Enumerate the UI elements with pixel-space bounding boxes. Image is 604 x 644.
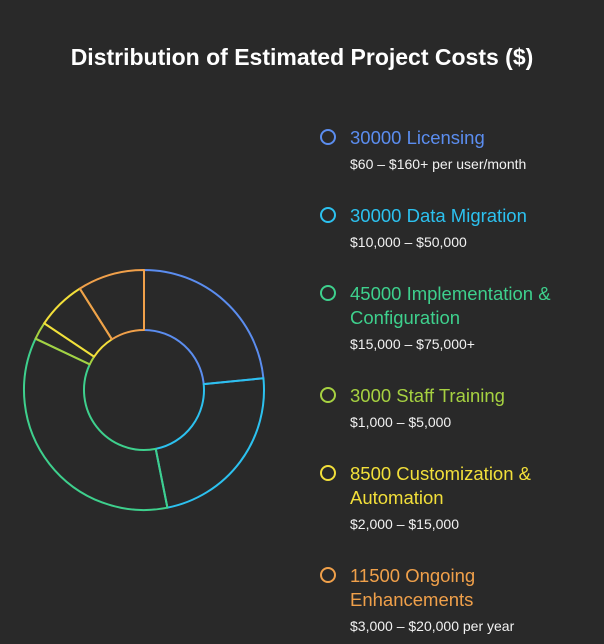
donut-slice-implementation-configuration (23, 337, 169, 511)
legend-label: 3000 Staff Training (350, 385, 505, 406)
legend-circle-icon (320, 285, 336, 301)
legend-circle-icon (320, 387, 336, 403)
legend-description: $15,000 – $75,000+ (350, 336, 475, 352)
donut-slice-ongoing-enhancements (78, 269, 145, 341)
donut-slice-staff-training (34, 322, 96, 366)
donut-slice-licensing (143, 269, 265, 386)
legend-circle-icon (320, 207, 336, 223)
legend-label: 45000 Implementation & Configuration (350, 283, 551, 328)
legend-label: 11500 Ongoing Enhancements (350, 565, 476, 610)
donut-slice-data-migration (154, 377, 265, 509)
legend-description: $3,000 – $20,000 per year (350, 618, 515, 634)
legend-description: $60 – $160+ per user/month (350, 156, 527, 172)
legend-description: $1,000 – $5,000 (350, 414, 452, 430)
legend-label: 30000 Licensing (350, 127, 485, 148)
legend-circle-icon (320, 465, 336, 481)
chart-title: Distribution of Estimated Project Costs … (70, 44, 534, 70)
legend-description: $10,000 – $50,000 (350, 234, 467, 250)
legend-circle-icon (320, 567, 336, 583)
legend-circle-icon (320, 129, 336, 145)
donut-chart (23, 269, 265, 511)
legend-description: $2,000 – $15,000 (350, 516, 459, 532)
legend-label: 30000 Data Migration (350, 205, 527, 226)
legend-label: 8500 Customization & Automation (350, 463, 531, 508)
